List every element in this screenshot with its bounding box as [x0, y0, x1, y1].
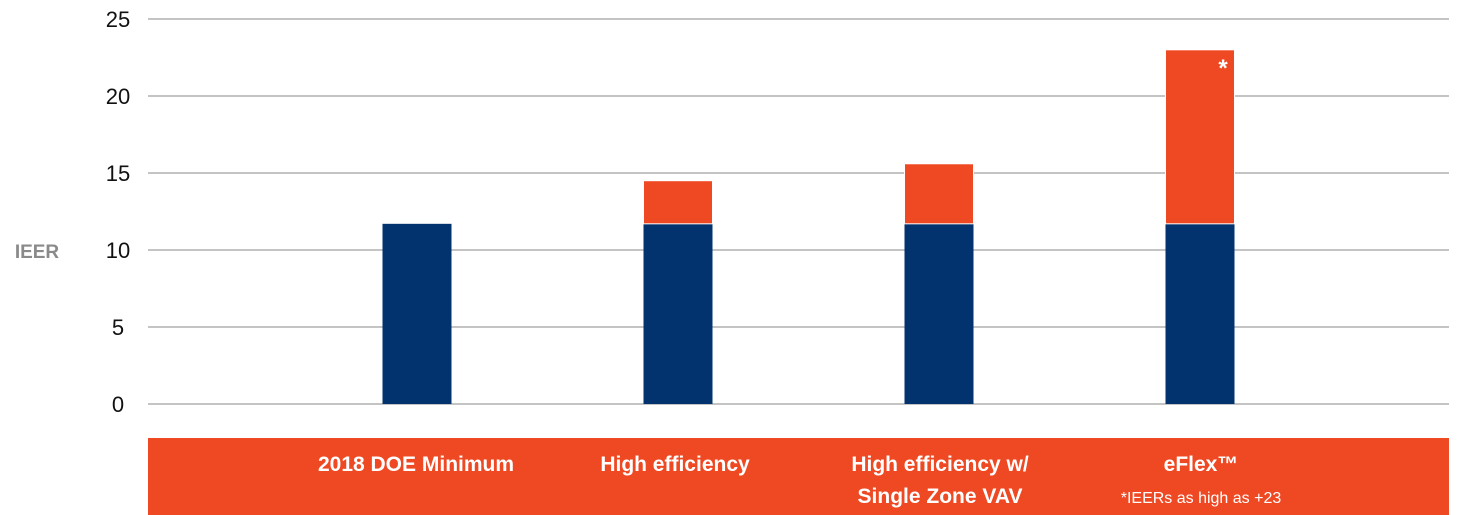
bar-segment	[1165, 49, 1235, 225]
y-tick-label: 25	[106, 7, 130, 32]
bars	[382, 49, 1235, 404]
category-label: High efficiency w/	[851, 453, 1029, 476]
bar-segment	[643, 180, 713, 225]
category-labels: 2018 DOE Minimum High efficiency High effi…	[318, 453, 1238, 508]
category-label: High efficiency	[600, 453, 750, 476]
bar-segment	[643, 223, 713, 404]
category-band	[148, 438, 1449, 515]
y-axis-ticks: 0 5 10 15 20 25	[106, 7, 130, 417]
y-axis-label: IEER	[15, 242, 60, 263]
y-tick-label: 5	[112, 315, 124, 340]
y-tick-label: 10	[106, 238, 130, 263]
gridlines	[148, 18, 1449, 405]
footnote: *IEERs as high as +23	[1121, 490, 1282, 507]
bar-segment	[382, 223, 452, 404]
bar-segment	[1165, 223, 1235, 404]
category-label: Single Zone VAV	[858, 485, 1023, 508]
bar-segment	[904, 223, 974, 404]
y-tick-label: 0	[112, 392, 124, 417]
bar-segment	[904, 163, 974, 225]
category-label: eFlex™	[1164, 453, 1239, 476]
bar-annotation-marker: *	[1218, 55, 1228, 82]
y-tick-label: 20	[106, 84, 130, 109]
category-label: 2018 DOE Minimum	[318, 453, 514, 476]
y-tick-label: 15	[106, 161, 130, 186]
